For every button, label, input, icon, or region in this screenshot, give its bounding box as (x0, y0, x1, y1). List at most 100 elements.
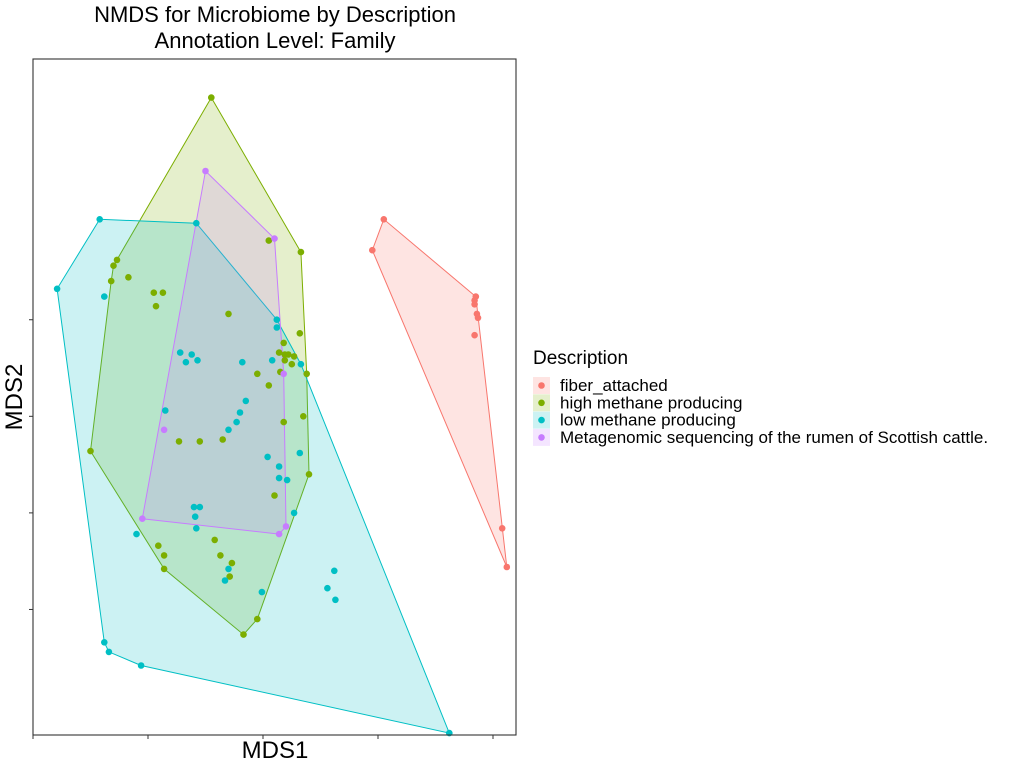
point-high-methane-producing (217, 552, 224, 559)
point-low-methane-producing (182, 358, 190, 366)
legend-label-metagenomic-sequencing-of-the-rumen-of-scottish-cattle: Metagenomic sequencing of the rumen of S… (560, 428, 988, 447)
point-low-methane-producing (193, 219, 200, 227)
point-metagenomic-sequencing-of-the-rumen-of-scottish-cattle (275, 530, 283, 538)
chart-title: NMDS for Microbiome by Description (94, 2, 456, 27)
point-high-methane-producing (275, 349, 283, 356)
point-high-methane-producing (225, 310, 232, 318)
point-fiber-attached (498, 525, 506, 532)
hull-fiber-attached (371, 218, 508, 568)
point-low-methane-producing (193, 525, 200, 532)
point-low-methane-producing (137, 662, 145, 669)
axis-ticks (29, 319, 494, 739)
point-low-methane-producing (264, 453, 271, 461)
point-high-methane-producing (303, 370, 311, 378)
legend-marker-low-methane-producing (538, 416, 545, 424)
point-metagenomic-sequencing-of-the-rumen-of-scottish-cattle (160, 426, 168, 434)
hull-layer (56, 96, 508, 734)
point-high-methane-producing (196, 438, 204, 445)
point-high-methane-producing (107, 277, 115, 285)
legend-label-low-methane-producing: low methane producing (560, 411, 736, 430)
point-low-methane-producing (221, 577, 229, 584)
point-high-methane-producing (110, 262, 117, 270)
legend-title: Description (533, 348, 628, 369)
point-high-methane-producing (211, 536, 218, 544)
point-high-methane-producing (150, 289, 158, 297)
point-high-methane-producing (265, 382, 273, 389)
point-high-methane-producing (253, 370, 261, 378)
point-low-methane-producing (275, 474, 283, 482)
point-low-methane-producing (225, 426, 232, 434)
point-low-methane-producing (331, 567, 338, 575)
point-low-methane-producing (191, 513, 199, 520)
point-high-methane-producing (296, 330, 304, 337)
x-axis-label: MDS1 (242, 737, 309, 764)
point-low-methane-producing (53, 285, 61, 293)
point-high-methane-producing (253, 615, 261, 623)
point-high-methane-producing (87, 447, 94, 455)
point-low-methane-producing (188, 351, 195, 358)
point-low-methane-producing (273, 324, 281, 331)
hull-low-methane-producing (56, 218, 451, 734)
point-metagenomic-sequencing-of-the-rumen-of-scottish-cattle (271, 235, 278, 242)
point-low-methane-producing (105, 648, 113, 656)
legend-label-fiber-attached: fiber_attached (560, 376, 668, 395)
y-axis-label: MDS2 (1, 364, 28, 431)
point-low-methane-producing (273, 316, 281, 324)
point-low-methane-producing (239, 358, 246, 366)
point-high-methane-producing (155, 542, 162, 549)
point-low-methane-producing (242, 397, 250, 405)
point-fiber-attached (503, 563, 511, 571)
point-high-methane-producing (265, 237, 273, 244)
point-high-methane-producing (305, 471, 313, 478)
point-metagenomic-sequencing-of-the-rumen-of-scottish-cattle (139, 515, 146, 522)
point-high-methane-producing (208, 94, 215, 101)
point-low-methane-producing (101, 639, 108, 646)
point-high-methane-producing (290, 353, 298, 360)
point-low-methane-producing (275, 463, 283, 470)
chart-subtitle: Annotation Level: Family (155, 28, 396, 53)
point-fiber-attached (471, 331, 478, 339)
point-fiber-attached (474, 314, 482, 322)
point-fiber-attached (380, 216, 388, 223)
legend-marker-fiber-attached (538, 382, 545, 389)
point-low-methane-producing (194, 357, 201, 364)
point-high-methane-producing (175, 438, 183, 445)
plot-panel-border (32, 58, 517, 736)
point-low-methane-producing (196, 503, 204, 511)
point-low-methane-producing (236, 409, 244, 416)
point-high-methane-producing (228, 559, 236, 567)
point-high-methane-producing (226, 573, 233, 580)
point-low-methane-producing (283, 476, 291, 484)
point-low-methane-producing (324, 584, 331, 592)
point-metagenomic-sequencing-of-the-rumen-of-scottish-cattle (280, 370, 288, 378)
point-low-methane-producing (101, 293, 108, 300)
point-high-methane-producing (160, 565, 168, 573)
point-low-methane-producing (297, 360, 305, 368)
point-metagenomic-sequencing-of-the-rumen-of-scottish-cattle (282, 523, 290, 530)
point-low-methane-producing (176, 349, 184, 356)
legend-marker-metagenomic-sequencing-of-the-rumen-of-scottish-cattle (538, 434, 545, 441)
point-high-methane-producing (271, 492, 278, 499)
point-high-methane-producing (297, 248, 305, 256)
point-low-methane-producing (133, 530, 140, 538)
point-high-methane-producing (280, 339, 288, 347)
point-low-methane-producing (96, 216, 103, 223)
legend-marker-high-methane-producing (538, 399, 545, 407)
legend-label-high-methane-producing: high methane producing (560, 393, 742, 412)
point-fiber-attached (471, 301, 478, 308)
point-low-methane-producing (332, 596, 339, 604)
point-low-methane-producing (162, 407, 169, 414)
point-high-methane-producing (281, 357, 289, 364)
point-high-methane-producing (288, 360, 296, 368)
point-low-methane-producing (233, 418, 240, 426)
point-high-methane-producing (240, 631, 247, 638)
point-high-methane-producing (300, 413, 307, 420)
point-layer (53, 94, 511, 737)
point-high-methane-producing (113, 256, 121, 264)
point-low-methane-producing (268, 357, 276, 364)
point-high-methane-producing (152, 302, 160, 310)
point-high-methane-producing (219, 436, 226, 443)
point-metagenomic-sequencing-of-the-rumen-of-scottish-cattle (202, 167, 209, 175)
